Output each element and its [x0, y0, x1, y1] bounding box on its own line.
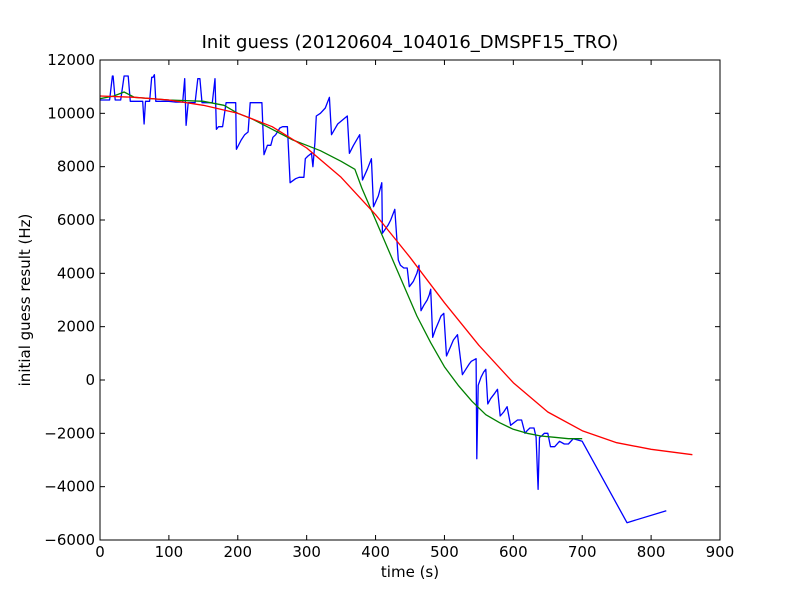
- y-tick-label: 0: [85, 371, 95, 389]
- series-line-1: [100, 74, 667, 524]
- series-line-2: [99, 91, 583, 440]
- x-tick-label: 800: [637, 543, 666, 561]
- x-tick-label: 200: [223, 543, 252, 561]
- series-line-3: [99, 95, 693, 456]
- y-tick-label: 2000: [57, 318, 95, 336]
- y-tick-label: 8000: [57, 158, 95, 176]
- x-tick-label: 500: [430, 543, 459, 561]
- x-tick-label: 0: [95, 543, 105, 561]
- y-tick-label: 12000: [47, 51, 95, 69]
- y-tick-label: 4000: [57, 264, 95, 282]
- x-tick-label: 700: [568, 543, 597, 561]
- plot-area: 0 100 200 300 400 500 600 700 800 900 −6000 −4000 −2…: [44, 51, 734, 561]
- chart-title: Init guess (20120604_104016_DMSPF15_TRO): [202, 32, 619, 53]
- y-tick-label: −2000: [44, 424, 95, 442]
- y-tick-label: 10000: [47, 104, 95, 122]
- x-tick-label: 400: [361, 543, 390, 561]
- x-tick-label: 100: [155, 543, 184, 561]
- x-tick-label: 900: [706, 543, 735, 561]
- y-tick-label: 6000: [57, 211, 95, 229]
- x-tick-label: 600: [499, 543, 528, 561]
- y-tick-label: −6000: [44, 531, 95, 549]
- x-axis-label: time (s): [381, 563, 439, 581]
- x-tick-label: 300: [292, 543, 321, 561]
- series-layer: [99, 74, 693, 524]
- y-tick-label: −4000: [44, 478, 95, 496]
- plot-frame: [99, 59, 721, 541]
- ticks-layer: 0 100 200 300 400 500 600 700 800 900 −6000 −4000 −2…: [44, 51, 734, 561]
- y-axis-label: initial guess result (Hz): [16, 214, 34, 387]
